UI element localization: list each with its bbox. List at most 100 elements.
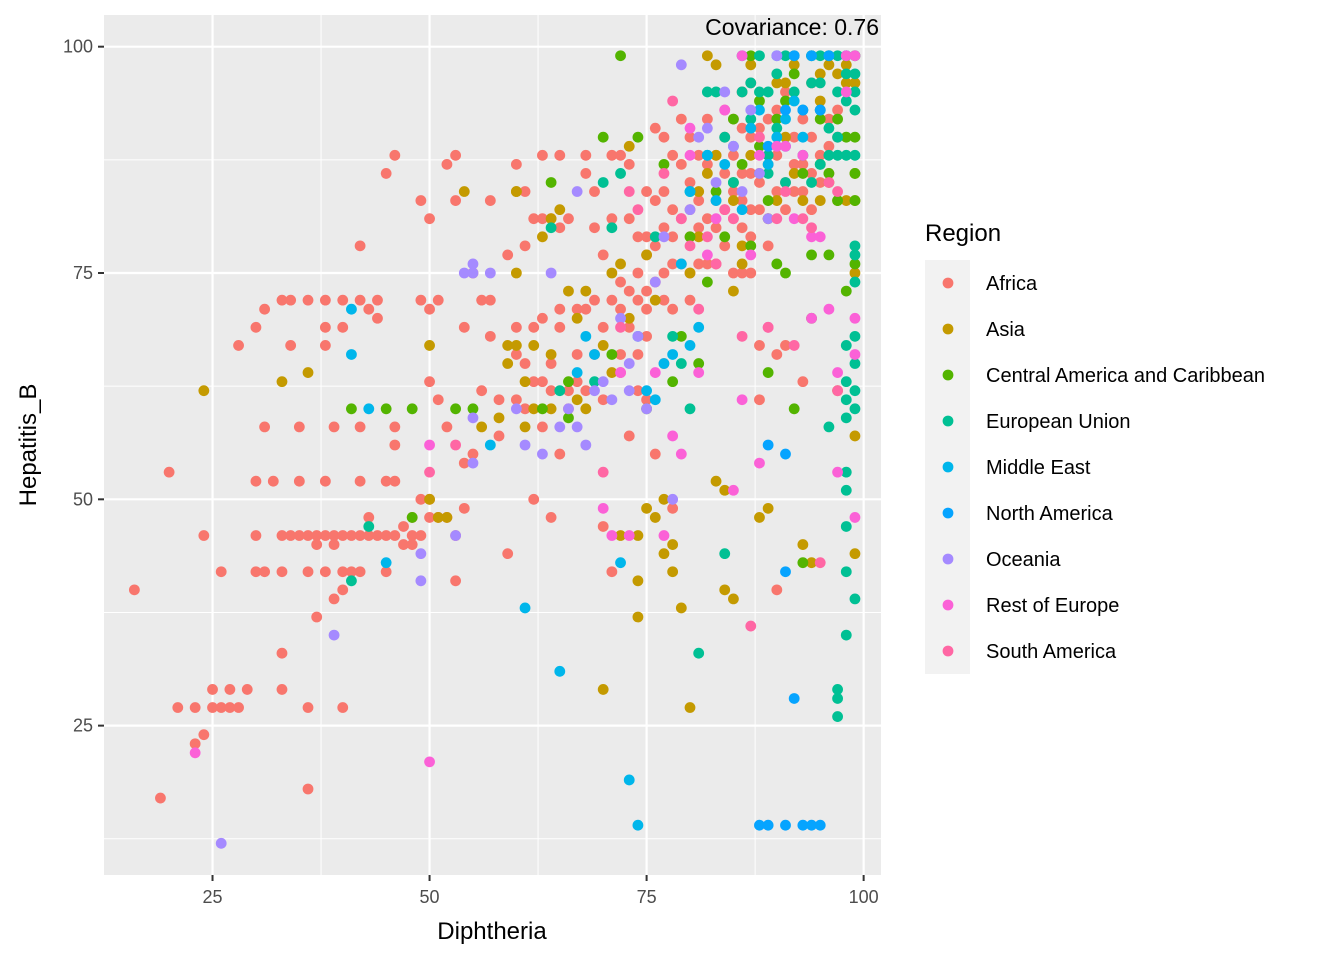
point-oceania bbox=[467, 258, 479, 270]
point-european-union bbox=[849, 276, 861, 288]
point-africa bbox=[554, 303, 566, 315]
point-rest-of-europe bbox=[806, 231, 817, 243]
point-south-america bbox=[823, 177, 835, 188]
point-central-america-and-caribbean bbox=[658, 158, 670, 170]
point-european-union bbox=[840, 68, 852, 80]
point-south-america bbox=[684, 240, 696, 252]
point-european-union bbox=[849, 403, 861, 415]
point-africa bbox=[389, 475, 401, 487]
point-central-america-and-caribbean bbox=[606, 349, 618, 360]
point-rest-of-europe bbox=[736, 394, 748, 406]
point-africa bbox=[545, 358, 557, 369]
point-south-america bbox=[424, 466, 435, 478]
point-european-union bbox=[849, 86, 861, 98]
point-africa bbox=[337, 294, 349, 306]
point-central-america-and-caribbean bbox=[693, 358, 705, 369]
point-rest-of-europe bbox=[684, 149, 696, 161]
point-oceania bbox=[415, 575, 427, 587]
point-africa bbox=[415, 493, 427, 505]
point-asia bbox=[615, 530, 626, 541]
point-rest-of-europe bbox=[693, 367, 705, 378]
point-south-america bbox=[450, 439, 462, 451]
point-africa bbox=[250, 475, 262, 487]
point-africa bbox=[563, 385, 574, 397]
point-africa bbox=[615, 303, 626, 315]
point-africa bbox=[597, 394, 609, 406]
point-africa bbox=[806, 168, 817, 179]
point-africa bbox=[762, 113, 774, 125]
point-africa bbox=[788, 158, 800, 170]
point-africa bbox=[623, 321, 635, 333]
point-africa bbox=[276, 566, 288, 578]
point-africa bbox=[337, 321, 349, 333]
point-central-america-and-caribbean bbox=[849, 131, 861, 143]
point-european-union bbox=[832, 693, 843, 704]
point-european-union bbox=[849, 68, 861, 80]
point-africa bbox=[658, 222, 670, 234]
point-africa bbox=[510, 349, 522, 360]
point-africa bbox=[545, 385, 557, 397]
point-asia bbox=[424, 340, 435, 351]
point-asia bbox=[667, 539, 679, 550]
point-africa bbox=[328, 421, 340, 433]
point-south-america bbox=[701, 231, 713, 243]
point-central-america-and-caribbean bbox=[788, 403, 800, 415]
point-rest-of-europe bbox=[728, 484, 739, 496]
point-rest-of-europe bbox=[424, 756, 435, 768]
point-oceania bbox=[537, 448, 548, 460]
point-asia bbox=[814, 68, 826, 80]
point-africa bbox=[667, 303, 679, 315]
point-central-america-and-caribbean bbox=[632, 131, 644, 143]
point-asia bbox=[302, 367, 314, 378]
point-africa bbox=[424, 213, 435, 225]
covariance-annotation: Covariance: 0.76 bbox=[705, 14, 879, 40]
point-oceania bbox=[667, 493, 679, 505]
point-south-america bbox=[597, 466, 609, 478]
point-rest-of-europe bbox=[623, 530, 635, 541]
point-africa bbox=[458, 502, 470, 514]
point-africa bbox=[554, 222, 566, 234]
point-asia bbox=[632, 530, 644, 541]
point-africa bbox=[606, 294, 618, 306]
point-asia bbox=[701, 50, 713, 62]
point-asia bbox=[580, 403, 592, 415]
point-european-union bbox=[701, 86, 713, 98]
point-rest-of-europe bbox=[189, 747, 201, 759]
point-africa bbox=[415, 530, 427, 541]
point-africa bbox=[189, 738, 201, 750]
point-european-union bbox=[814, 50, 826, 62]
point-european-union bbox=[762, 168, 774, 179]
point-central-america-and-caribbean bbox=[823, 249, 835, 261]
point-middle-east bbox=[346, 349, 357, 360]
point-oceania bbox=[467, 267, 479, 279]
point-africa bbox=[363, 512, 375, 523]
point-africa bbox=[667, 149, 679, 161]
point-central-america-and-caribbean bbox=[701, 276, 713, 288]
point-south-america bbox=[710, 258, 722, 270]
point-middle-east bbox=[675, 258, 687, 270]
y-axis-title: Hepatitis_B bbox=[15, 384, 42, 507]
point-european-union bbox=[840, 394, 852, 406]
point-asia bbox=[545, 403, 557, 415]
point-africa bbox=[745, 204, 757, 216]
point-oceania bbox=[745, 104, 757, 116]
point-africa bbox=[658, 294, 670, 306]
point-africa bbox=[450, 195, 462, 206]
point-africa bbox=[701, 113, 713, 125]
y-tick-label: 25 bbox=[73, 716, 93, 736]
point-central-america-and-caribbean bbox=[840, 285, 852, 297]
point-oceania bbox=[623, 358, 635, 369]
point-rest-of-europe bbox=[849, 50, 861, 62]
point-middle-east bbox=[684, 340, 696, 351]
point-central-america-and-caribbean bbox=[780, 267, 791, 279]
point-european-union bbox=[832, 131, 843, 143]
point-asia bbox=[563, 285, 574, 297]
point-asia bbox=[849, 77, 861, 89]
point-africa bbox=[510, 158, 522, 170]
point-european-union bbox=[615, 168, 626, 179]
point-africa bbox=[528, 321, 540, 333]
point-africa bbox=[632, 267, 644, 279]
point-africa bbox=[563, 213, 574, 225]
point-oceania bbox=[563, 403, 574, 415]
point-africa bbox=[241, 684, 253, 695]
